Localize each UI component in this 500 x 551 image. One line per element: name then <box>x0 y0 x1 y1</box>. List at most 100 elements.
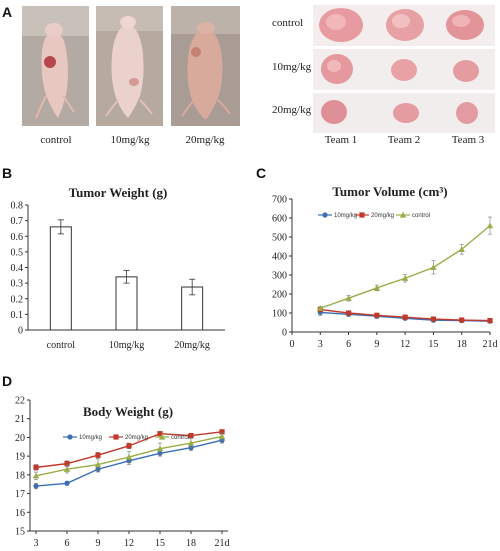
data-point <box>33 464 39 470</box>
mouse-label-20mg: 20mg/kg <box>185 134 225 146</box>
y-tick-label: 0.2 <box>11 294 24 305</box>
chart-title: Tumor Volume (cm³) <box>332 184 447 199</box>
legend-label: control <box>412 213 430 219</box>
data-point <box>95 452 101 458</box>
data-point <box>94 461 102 468</box>
tumor-photo-row-10mg <box>313 49 495 90</box>
y-tick-label: 500 <box>272 233 287 244</box>
y-tick-label: 0.1 <box>11 310 24 321</box>
bar <box>49 226 72 331</box>
panel-letter-a: A <box>2 4 12 20</box>
y-tick-label: 0 <box>282 328 287 339</box>
data-point <box>157 431 163 437</box>
data-point <box>64 480 70 486</box>
data-point <box>126 443 132 449</box>
x-tick-label: 3 <box>34 538 39 546</box>
y-tick-label: 0.5 <box>11 247 24 258</box>
x-tick-label: 9 <box>96 538 101 546</box>
data-point <box>156 445 164 452</box>
tumor-volume-chart: Tumor Volume (cm³) 0 100 200 300 400 500 600 700… <box>272 184 498 350</box>
x-tick-label: 12 <box>400 339 410 350</box>
chart-title: Body Weight (g) <box>83 404 173 419</box>
chart-title: Tumor Weight (g) <box>69 185 168 200</box>
y-tick-label: 700 <box>272 195 287 206</box>
mouse-label-control: control <box>40 134 71 146</box>
team-label-2: Team 2 <box>388 134 421 146</box>
x-tick-label: 6 <box>346 339 351 350</box>
x-tick-label: 15 <box>155 538 165 546</box>
legend-label: 10mg/kg <box>79 435 102 441</box>
y-tick-label: 400 <box>272 252 287 263</box>
mouse-label-10mg: 10mg/kg <box>110 134 150 146</box>
panel-letter-b: B <box>2 165 12 181</box>
data-point <box>374 312 380 318</box>
x-tick-label: 6 <box>65 538 70 546</box>
x-tick-label: 12 <box>124 538 134 546</box>
data-point <box>64 461 70 467</box>
y-tick-label: 20 <box>15 433 25 444</box>
y-tick-label: 15 <box>15 527 25 538</box>
x-tick-label: 20mg/kg <box>174 340 210 351</box>
y-tick-label: 16 <box>15 508 25 519</box>
x-tick-label: 10mg/kg <box>109 340 145 351</box>
panel-letter-c: C <box>256 165 266 181</box>
mouse-photo-20mg <box>171 6 240 126</box>
tumor-row-label-20mg: 20mg/kg <box>272 104 312 116</box>
mouse-photo-10mg <box>96 6 163 126</box>
data-point <box>458 246 465 252</box>
panel-letter-d: D <box>2 373 12 389</box>
x-tick-label: 21d <box>215 538 230 546</box>
data-point <box>345 294 352 301</box>
data-point <box>401 275 409 281</box>
x-tick-label: 18 <box>457 339 467 350</box>
tumor-photo-row-control <box>313 5 495 46</box>
series-line <box>320 225 491 309</box>
y-tick-label: 0.7 <box>11 216 24 227</box>
x-tick-label: 21d <box>483 339 498 350</box>
y-tick-label: 0 <box>18 326 23 337</box>
data-point <box>187 439 195 446</box>
body-weight-chart: Body Weight (g) 15 16 17 18 19 20 21 22 3 6 9 12 15 18… <box>15 396 230 550</box>
y-tick-label: 22 <box>15 396 25 407</box>
y-tick-label: 18 <box>15 470 25 481</box>
legend-label: 10mg/kg <box>334 213 357 219</box>
data-point <box>188 432 194 439</box>
bar <box>115 276 138 331</box>
y-tick-label: 17 <box>15 489 25 500</box>
data-point <box>430 316 437 322</box>
data-point <box>317 305 324 311</box>
data-point <box>487 318 493 324</box>
y-tick-label: 100 <box>272 309 287 320</box>
legend-label: 20mg/kg <box>371 213 394 219</box>
legend-marker <box>359 212 365 218</box>
legend-marker <box>113 434 119 440</box>
legend-marker <box>322 212 328 218</box>
data-point <box>459 317 465 323</box>
team-label-1: Team 1 <box>325 134 358 146</box>
tumor-weight-chart: Tumor Weight (g) 0 0.1 0.2 0.3 0.4 0.5 0.6 0.7 0.… <box>11 185 225 351</box>
data-point <box>430 264 437 270</box>
y-tick-label: 19 <box>15 452 25 463</box>
data-point <box>32 472 40 479</box>
x-tick-label: 15 <box>428 339 438 350</box>
tumor-row-label-10mg: 10mg/kg <box>272 61 312 73</box>
legend-marker <box>67 434 73 440</box>
data-point <box>345 310 352 316</box>
mouse-photo-control <box>22 6 89 126</box>
y-tick-label: 0.4 <box>11 263 24 274</box>
y-tick-label: 0.3 <box>11 279 24 290</box>
data-point <box>373 284 381 291</box>
data-point <box>63 466 71 472</box>
legend-label: control <box>171 435 189 441</box>
legend-label: 20mg/kg <box>125 435 148 441</box>
data-point <box>219 429 225 435</box>
y-tick-label: 300 <box>272 271 287 282</box>
y-tick-label: 21 <box>15 414 25 425</box>
tumor-row-label-control: control <box>272 17 303 29</box>
data-point <box>402 314 408 320</box>
y-tick-label: 0.6 <box>11 232 24 243</box>
y-tick-label: 0.8 <box>11 201 24 212</box>
y-tick-label: 600 <box>272 214 287 225</box>
tumor-photo-row-20mg <box>313 93 495 133</box>
